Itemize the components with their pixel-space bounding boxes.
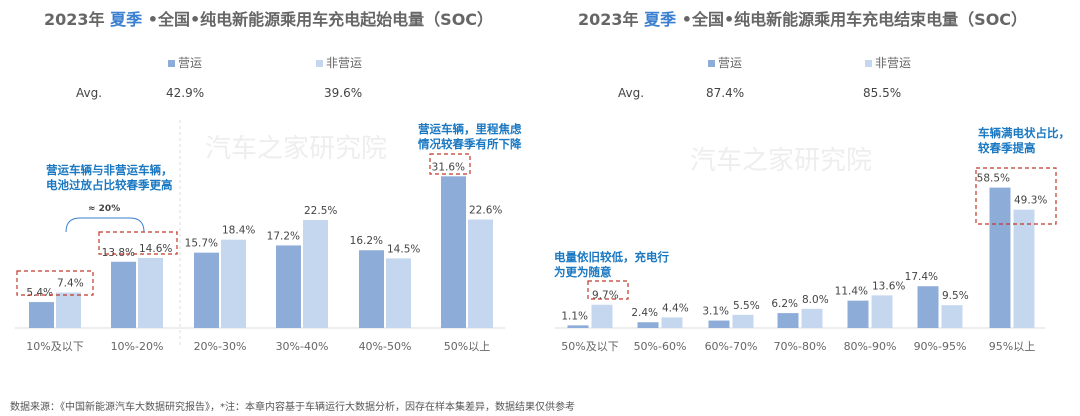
- annotation-left-1: 营运车辆与非营运车辆， 电池过放占比较春季更高: [46, 163, 173, 192]
- category-label: 50%-60%: [634, 340, 687, 353]
- data-label: 14.5%: [387, 243, 420, 255]
- data-label: 15.7%: [185, 238, 218, 250]
- bar-non-operating: [871, 295, 893, 328]
- bar-non-operating: [941, 305, 963, 328]
- data-label: 5.5%: [733, 300, 760, 312]
- avg-non-operating: 85.5%: [863, 86, 902, 100]
- category-label: 90%-95%: [914, 340, 967, 353]
- avg-label: Avg.: [618, 86, 645, 100]
- data-label: 4.4%: [662, 302, 689, 314]
- right-chart-title: 2023年 夏季 •全国•纯电新能源乘用车充电结束电量（SOC）: [578, 10, 1028, 29]
- category-label: 50%以上: [444, 340, 490, 353]
- bar-operating: [708, 320, 730, 328]
- source-note: 数据来源：《中国新能源汽车大数据研究报告》，*注：本章内容基于车辆运行大数据分析…: [10, 402, 575, 413]
- data-label: 58.5%: [977, 173, 1010, 185]
- bar-non-operating: [591, 304, 613, 328]
- legend-operating: 营运: [708, 54, 742, 71]
- bar-non-operating: [468, 219, 493, 328]
- avg-non-operating: 39.6%: [324, 86, 363, 100]
- data-label: 18.4%: [222, 225, 255, 237]
- bar-operating: [917, 286, 939, 328]
- bar-operating: [989, 187, 1011, 328]
- avg-operating: 42.9%: [166, 86, 205, 100]
- bar-non-operating: [138, 257, 163, 328]
- legend-non-operating: 非营运: [316, 54, 362, 71]
- data-label: 9.7%: [592, 290, 619, 302]
- data-label: 1.1%: [561, 310, 588, 322]
- highlight-box: [587, 280, 629, 300]
- category-label: 40%-50%: [359, 340, 412, 353]
- highlight-box: [98, 231, 178, 255]
- category-label: 50%及以下: [561, 340, 618, 353]
- bar-operating: [441, 176, 466, 328]
- data-label: 2.4%: [631, 307, 658, 319]
- data-label: 9.5%: [942, 290, 969, 302]
- bar-operating: [777, 313, 799, 328]
- data-label: 8.0%: [802, 294, 829, 306]
- bar-non-operating: [303, 220, 328, 328]
- bar-non-operating: [1013, 209, 1035, 328]
- data-label: 49.3%: [1014, 195, 1047, 207]
- data-label: 5.4%: [26, 287, 53, 299]
- highlight-box: [975, 167, 1057, 225]
- data-label: 13.8%: [102, 247, 135, 259]
- data-label: 7.4%: [57, 277, 84, 289]
- category-label: 10%-20%: [111, 340, 164, 353]
- brace-connector: [65, 217, 145, 233]
- legend-operating: 营运: [168, 54, 202, 71]
- bar-operating: [111, 261, 136, 328]
- bar-non-operating: [732, 314, 754, 328]
- data-label: 22.5%: [304, 205, 337, 217]
- data-label: 17.2%: [267, 230, 300, 242]
- watermark: 汽车之家研究院: [690, 146, 873, 176]
- bar-operating: [567, 325, 589, 328]
- bar-operating: [847, 300, 869, 328]
- category-label: 70%-80%: [774, 340, 827, 353]
- bar-operating: [194, 252, 219, 328]
- bar-non-operating: [56, 292, 81, 328]
- data-label: 6.2%: [771, 298, 798, 310]
- category-label: 60%-70%: [705, 340, 758, 353]
- bar-operating: [29, 302, 54, 328]
- bar-operating: [637, 322, 659, 328]
- bar-non-operating: [386, 258, 411, 328]
- bar-non-operating: [661, 317, 683, 328]
- category-label: 80%-90%: [844, 340, 897, 353]
- data-label: 22.6%: [469, 205, 502, 217]
- data-label: 14.6%: [139, 243, 172, 255]
- annotation-approx: ≈ 20%: [88, 204, 121, 214]
- data-label: 13.6%: [872, 280, 905, 292]
- left-chart-title: 2023年 夏季 •全国•纯电新能源乘用车充电起始电量（SOC）: [44, 10, 494, 29]
- bar-operating: [276, 245, 301, 328]
- bar-non-operating: [801, 308, 823, 328]
- annotation-right-2: 车辆满电状占比， 较春季提高: [978, 126, 1070, 155]
- highlight-box: [16, 270, 94, 296]
- category-label: 10%及以下: [26, 340, 83, 353]
- data-label: 17.4%: [905, 271, 938, 283]
- data-label: 31.6%: [432, 161, 465, 173]
- highlight-box: [429, 153, 471, 175]
- data-label: 3.1%: [702, 306, 729, 318]
- category-label: 30%-40%: [276, 340, 329, 353]
- legend-non-operating: 非营运: [865, 54, 911, 71]
- bar-operating: [359, 250, 384, 328]
- category-label: 95%以上: [989, 340, 1035, 353]
- annotation-left-2: 营运车辆，里程焦虑 情况较春季有所下降: [418, 122, 522, 151]
- bar-non-operating: [221, 239, 246, 328]
- category-label: 20%-30%: [194, 340, 247, 353]
- avg-operating: 87.4%: [706, 86, 745, 100]
- watermark: 汽车之家研究院: [205, 134, 388, 164]
- data-label: 16.2%: [350, 235, 383, 247]
- annotation-right-1: 电量依旧较低，充电行 为更为随意: [554, 250, 669, 279]
- avg-label: Avg.: [76, 86, 103, 100]
- data-label: 11.4%: [835, 286, 868, 298]
